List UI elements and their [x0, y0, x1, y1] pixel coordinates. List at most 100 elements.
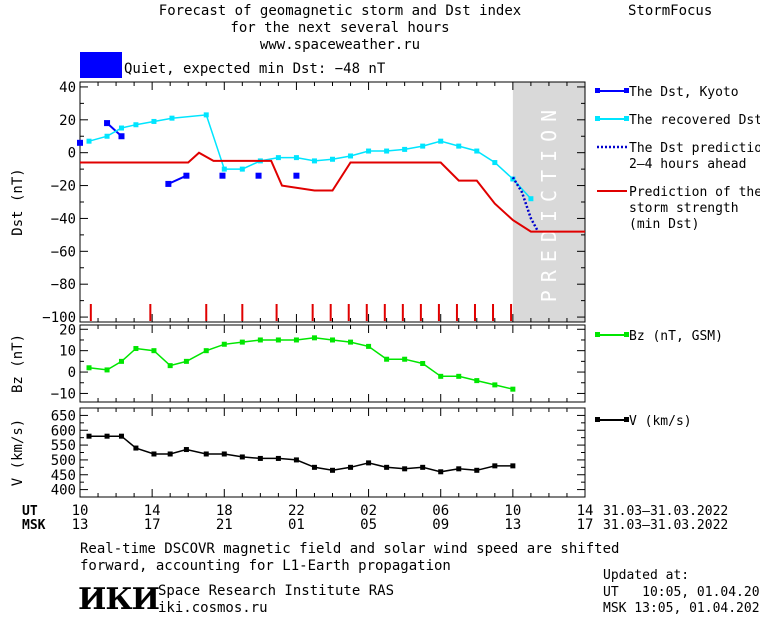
x-tick-label-msk: 01 — [288, 517, 305, 533]
x-tick-label-msk: 21 — [216, 517, 233, 533]
series-v-km-s-point — [420, 464, 426, 470]
series-v-km-s-point — [151, 451, 157, 457]
series-v-km-s-point — [118, 433, 124, 439]
series-the-recovered-dst-point — [151, 118, 157, 124]
series-bz-nt-gsm-point — [133, 346, 139, 352]
y-tick-label-bz: 0 — [68, 365, 76, 381]
y-tick-label-bz: 20 — [59, 322, 76, 338]
series-the-dst-kyoto-point — [219, 172, 226, 179]
legend-bz-nt-gsm-marker — [624, 332, 629, 337]
series-v-km-s-point — [257, 455, 263, 461]
chart-title-line2: for the next several hours — [230, 20, 450, 36]
series-the-recovered-dst-point — [492, 160, 498, 166]
legend-the-dst-kyoto-marker — [624, 88, 629, 93]
x-tick-label-msk: 13 — [504, 517, 521, 533]
series-the-dst-kyoto-point — [104, 120, 111, 127]
x-tick-label-msk: 17 — [144, 517, 161, 533]
legend-prediction-of-the-label: Prediction of the — [629, 185, 760, 200]
series-the-recovered-dst-point — [330, 156, 335, 162]
footer-note-line2: forward, accounting for L1-Earth propaga… — [80, 558, 451, 574]
series-bz-nt-gsm-point — [167, 363, 173, 369]
panel-frame-dst — [79, 81, 586, 323]
series-the-recovered-dst-point — [118, 125, 124, 131]
institute-url[interactable]: iki.cosmos.ru — [158, 600, 268, 616]
series-v-km-s-point — [86, 433, 92, 439]
source-url[interactable]: www.spaceweather.ru — [259, 37, 421, 53]
y-tick-label-v: 400 — [51, 483, 76, 499]
series-bz-nt-gsm-point — [151, 348, 157, 354]
x-tick-label-ut: 14 — [577, 503, 594, 519]
series-bz-nt-gsm-point — [221, 341, 227, 347]
series-bz-nt-gsm-point — [420, 361, 426, 366]
institute-name: Space Research Institute RAS — [158, 583, 395, 599]
series-v-km-s-point — [311, 464, 317, 470]
x-tick-label-ut: 14 — [144, 503, 161, 519]
series-bz-nt-gsm-point — [438, 373, 444, 379]
y-tick-label-v: 550 — [51, 438, 76, 454]
legend-the-dst-prediction-label: 2–4 hours ahead — [629, 157, 746, 172]
x-tick-label-ut: 10 — [72, 503, 89, 519]
series-the-recovered-dst-point — [420, 143, 426, 149]
series-v-km-s-point — [438, 469, 444, 475]
updated-msk: MSK 13:05, 01.04.2022 — [603, 601, 760, 616]
series-the-recovered-dst-point — [203, 112, 209, 118]
x-tick-label-ut: 10 — [504, 503, 521, 519]
y-tick-label-bz: −10 — [51, 386, 76, 402]
date-range-ut: 31.03–31.03.2022 — [603, 504, 728, 519]
series-the-dst-kyoto-point — [118, 133, 125, 140]
legend-bz-nt-gsm-label: Bz (nT, GSM) — [629, 329, 723, 344]
series-bz-nt-gsm-line — [88, 337, 514, 390]
legend-the-dst-kyoto-label: The Dst, Kyoto — [629, 85, 739, 100]
series-the-dst-kyoto-point — [255, 172, 262, 179]
series-the-dst-prediction-2-4-hours-ahead-line — [511, 176, 540, 233]
prediction-region — [512, 82, 585, 322]
y-tick-label-dst: −20 — [51, 179, 76, 195]
date-range-msk: 31.03–31.03.2022 — [603, 518, 728, 533]
y-axis-label-bz: Bz (nT) — [10, 334, 26, 393]
series-v-km-s-point — [474, 467, 480, 473]
y-tick-label-v: 500 — [51, 453, 76, 469]
series-the-recovered-dst-point — [86, 138, 92, 144]
series-v-km-s-point — [384, 464, 390, 470]
series-the-dst-kyoto-point — [183, 172, 190, 179]
y-tick-label-dst: −100 — [42, 310, 76, 326]
series-v-km-s-point — [330, 467, 335, 473]
series-the-recovered-dst-point — [384, 148, 390, 154]
series-bz-nt-gsm-point — [275, 337, 281, 343]
series-v-km-s-point — [133, 445, 139, 451]
series-bz-nt-gsm-point — [104, 367, 110, 373]
legend-v-km-s-label: V (km/s) — [629, 414, 692, 429]
legend-bz-nt-gsm-marker — [595, 332, 600, 337]
updated-ut: UT 10:05, 01.04.2022 — [603, 585, 760, 600]
y-tick-label-v: 450 — [51, 468, 76, 484]
series-bz-nt-gsm-point — [402, 356, 408, 362]
series-the-recovered-dst-point — [293, 155, 299, 161]
series-the-recovered-dst-point — [275, 155, 281, 161]
x-tick-label-msk: 09 — [432, 517, 449, 533]
series-the-recovered-dst-point — [402, 146, 408, 152]
legend-the-dst-kyoto-marker — [595, 88, 600, 93]
y-axis-label-dst: Dst (nT) — [10, 168, 26, 235]
series-the-recovered-dst-point — [438, 138, 444, 144]
series-the-recovered-dst-point — [456, 143, 462, 149]
series-the-recovered-dst-point — [169, 115, 175, 121]
legend-the-recovered-dst-label: The recovered Dst — [629, 113, 760, 128]
x-tick-label-msk: 05 — [360, 517, 377, 533]
series-v-km-s-point — [492, 463, 498, 469]
series-v-km-s-point — [239, 454, 245, 460]
legend-v-km-s-marker — [595, 417, 600, 422]
y-tick-label-dst: −80 — [51, 277, 76, 293]
series-the-dst-kyoto-point — [165, 180, 172, 187]
updated-label: Updated at: — [603, 568, 690, 583]
series-the-recovered-dst-point — [311, 158, 317, 164]
y-tick-label-dst: 0 — [68, 146, 76, 162]
legend-prediction-of-the-label: (min Dst) — [629, 217, 699, 232]
panel-frame-bz — [79, 324, 586, 403]
chart-title-line1: Forecast of geomagnetic storm and Dst in… — [158, 3, 522, 19]
series-v-km-s-point — [167, 451, 173, 457]
x-tick-label-ut: 22 — [288, 503, 305, 519]
series-the-recovered-dst-line — [88, 114, 532, 200]
series-v-km-s-point — [456, 466, 462, 472]
x-tick-label-msk: 17 — [577, 517, 594, 533]
